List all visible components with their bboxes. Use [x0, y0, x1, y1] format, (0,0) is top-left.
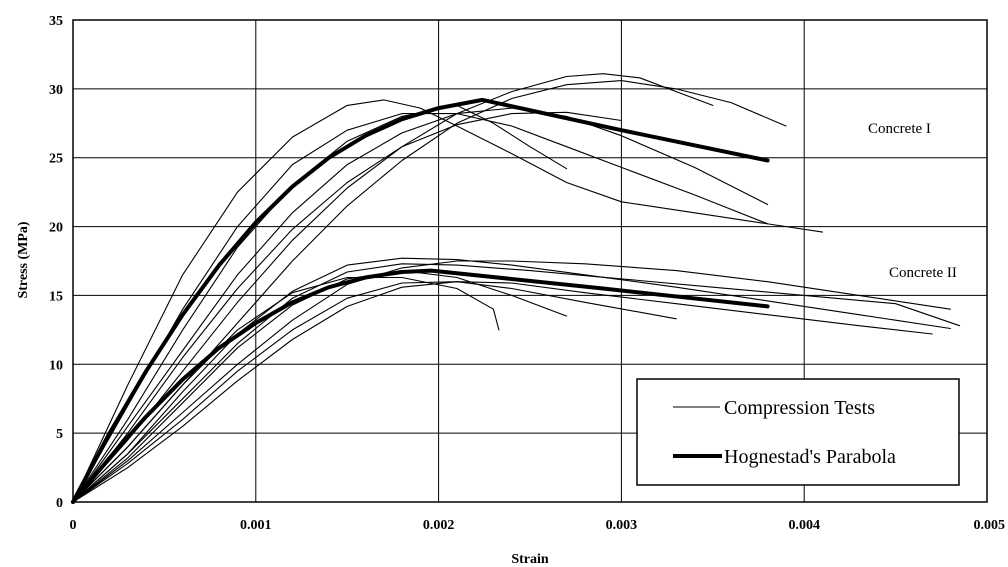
hognestad-parabola-line — [71, 97, 770, 504]
x-tick-label: 0.005 — [974, 518, 1006, 533]
compression-test-line — [72, 270, 568, 503]
annotation-concrete-i: Concrete I — [868, 121, 931, 137]
compression-test-line — [72, 104, 568, 503]
y-axis-title: Stress (MPa) — [16, 221, 31, 298]
y-tick-label: 0 — [56, 496, 63, 511]
compression-test-line — [72, 281, 677, 503]
legend-box — [636, 378, 960, 486]
x-tick-label: 0.004 — [788, 518, 820, 533]
compression-test-line — [72, 113, 769, 503]
compression-test-line — [72, 73, 714, 503]
x-tick-label: 0.003 — [606, 518, 638, 533]
plot-area-frame — [72, 19, 988, 503]
hognestad-parabola-line — [71, 268, 770, 504]
legend-label-hognestads-parabola: Hognestad's Parabola — [724, 446, 896, 468]
x-tick-label: 0.001 — [240, 518, 272, 533]
compression-test-line — [72, 99, 824, 503]
compression-test-line — [72, 107, 769, 503]
compression-test-line — [72, 263, 961, 503]
compression-test-line — [72, 281, 933, 503]
x-axis-title: Strain — [511, 552, 549, 567]
y-tick-label: 35 — [49, 14, 63, 29]
compression-test-line — [72, 257, 951, 503]
y-tick-label: 15 — [49, 289, 63, 304]
compression-test-line — [72, 80, 787, 503]
y-tick-label: 5 — [56, 427, 63, 442]
y-tick-label: 25 — [49, 152, 63, 167]
y-axis-ticks: 0 5 10 15 20 25 30 35 — [49, 14, 63, 511]
compression-test-line — [72, 111, 622, 503]
x-axis-ticks: 0 0.001 0.002 0.003 0.004 0.005 — [70, 518, 1006, 533]
legend: Compression Tests Hognestad's Parabola — [636, 378, 960, 486]
y-tick-label: 30 — [49, 83, 63, 98]
x-tick-label: 0.002 — [423, 518, 455, 533]
series-group — [71, 73, 961, 504]
legend-label-compression-tests: Compression Tests — [724, 397, 875, 419]
y-tick-label: 10 — [49, 358, 63, 373]
y-tick-label: 20 — [49, 221, 63, 236]
x-tick-label: 0 — [70, 518, 77, 533]
annotation-concrete-ii: Concrete II — [889, 265, 957, 281]
